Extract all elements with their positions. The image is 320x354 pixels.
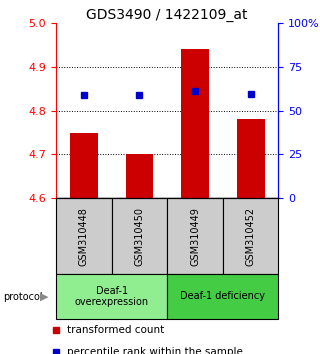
- Title: GDS3490 / 1422109_at: GDS3490 / 1422109_at: [86, 8, 248, 22]
- Bar: [167, 198, 223, 274]
- Text: GSM310450: GSM310450: [134, 207, 144, 266]
- Bar: [125, 154, 153, 198]
- Text: transformed count: transformed count: [67, 325, 164, 335]
- Text: ▶: ▶: [40, 292, 49, 302]
- Bar: [112, 198, 167, 274]
- Bar: [181, 49, 209, 198]
- Text: percentile rank within the sample: percentile rank within the sample: [67, 347, 243, 354]
- Bar: [237, 119, 265, 198]
- Text: Deaf-1 deficiency: Deaf-1 deficiency: [180, 291, 265, 302]
- Bar: [167, 274, 278, 319]
- Text: GSM310448: GSM310448: [79, 207, 89, 266]
- Text: Deaf-1
overexpression: Deaf-1 overexpression: [75, 286, 149, 307]
- Bar: [56, 198, 112, 274]
- Text: protocol: protocol: [3, 292, 43, 302]
- Bar: [70, 132, 98, 198]
- Text: GSM310452: GSM310452: [246, 207, 256, 266]
- Bar: [223, 198, 278, 274]
- Bar: [56, 274, 167, 319]
- Text: GSM310449: GSM310449: [190, 207, 200, 266]
